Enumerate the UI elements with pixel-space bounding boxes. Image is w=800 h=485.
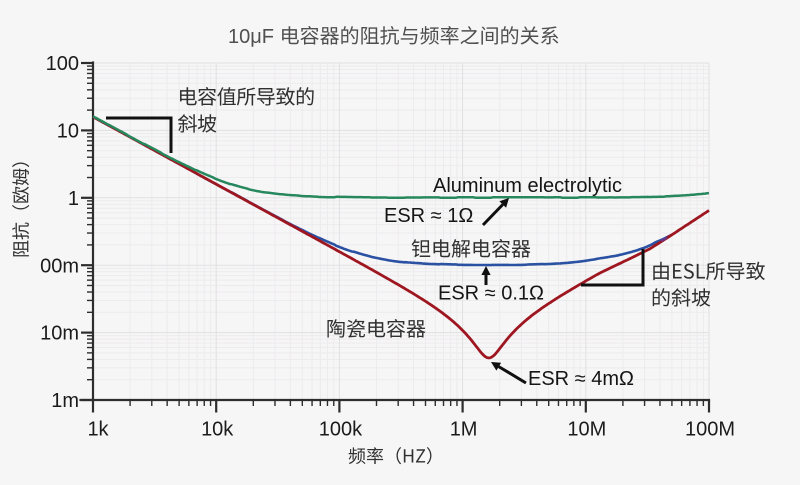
svg-text:ESR ≈ 1Ω: ESR ≈ 1Ω [384,205,473,227]
svg-text:10k: 10k [201,419,234,441]
svg-text:10m: 10m [40,323,79,345]
svg-text:100: 100 [46,53,79,75]
svg-text:1M: 1M [450,419,478,441]
svg-text:Aluminum electrolytic: Aluminum electrolytic [433,175,622,197]
svg-text:ESR ≈ 0.1Ω: ESR ≈ 0.1Ω [438,283,544,305]
svg-text:ESR ≈ 4mΩ: ESR ≈ 4mΩ [528,368,634,390]
svg-text:10μF: 10μF [228,26,274,48]
svg-text:00m: 00m [40,255,79,277]
svg-text:10M: 10M [567,419,606,441]
svg-text:1m: 1m [51,390,79,412]
svg-text:1k: 1k [87,419,109,441]
svg-text:1: 1 [68,188,79,210]
svg-text:100k: 100k [319,419,363,441]
svg-text:100M: 100M [685,419,735,441]
svg-text:10: 10 [57,121,79,143]
